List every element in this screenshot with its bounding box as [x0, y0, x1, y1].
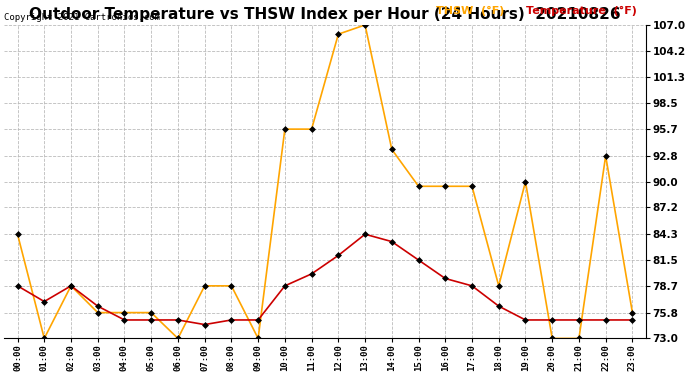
Text: Copyright 2021 Cartronics.com: Copyright 2021 Cartronics.com — [4, 13, 160, 22]
Temperature  (°F) — [361, 232, 369, 237]
THSW  (°F) — [388, 147, 396, 152]
THSW  (°F) — [548, 336, 556, 340]
THSW  (°F) — [147, 310, 155, 315]
Temperature  (°F) — [388, 239, 396, 244]
Temperature  (°F) — [201, 322, 209, 327]
Temperature  (°F) — [495, 304, 503, 308]
Title: Outdoor Temperature vs THSW Index per Hour (24 Hours)  20210826: Outdoor Temperature vs THSW Index per Ho… — [29, 8, 621, 22]
Temperature  (°F) — [308, 272, 316, 276]
Line: Temperature  (°F): Temperature (°F) — [15, 232, 635, 327]
Temperature  (°F) — [281, 284, 289, 288]
Temperature  (°F) — [147, 318, 155, 322]
Temperature  (°F) — [254, 318, 262, 322]
Temperature  (°F) — [174, 318, 182, 322]
THSW  (°F) — [575, 336, 583, 340]
THSW  (°F) — [201, 284, 209, 288]
THSW  (°F) — [40, 336, 48, 340]
Temperature  (°F) — [120, 318, 128, 322]
THSW  (°F) — [120, 310, 128, 315]
Temperature  (°F) — [575, 318, 583, 322]
THSW  (°F) — [522, 179, 530, 184]
Temperature  (°F) — [602, 318, 610, 322]
Temperature  (°F) — [94, 304, 102, 308]
THSW  (°F) — [495, 284, 503, 288]
THSW  (°F) — [13, 232, 21, 237]
THSW  (°F) — [174, 336, 182, 340]
THSW  (°F) — [254, 336, 262, 340]
Line: THSW  (°F): THSW (°F) — [15, 23, 635, 340]
Temperature  (°F) — [227, 318, 235, 322]
Temperature  (°F) — [629, 318, 637, 322]
THSW  (°F) — [361, 23, 369, 27]
THSW  (°F) — [67, 284, 75, 288]
THSW  (°F) — [629, 310, 637, 315]
Temperature  (°F) — [548, 318, 556, 322]
Temperature  (°F) — [468, 284, 476, 288]
Temperature  (°F) — [334, 253, 342, 258]
THSW  (°F) — [441, 184, 449, 189]
THSW  (°F) — [227, 284, 235, 288]
THSW  (°F) — [468, 184, 476, 189]
THSW  (°F) — [94, 310, 102, 315]
Temperature  (°F) — [13, 284, 21, 288]
Temperature  (°F) — [67, 284, 75, 288]
Temperature  (°F) — [522, 318, 530, 322]
THSW  (°F) — [308, 127, 316, 131]
THSW  (°F) — [281, 127, 289, 131]
THSW  (°F) — [415, 184, 423, 189]
Temperature  (°F) — [441, 276, 449, 281]
Temperature  (°F) — [40, 299, 48, 304]
THSW  (°F) — [602, 154, 610, 158]
THSW  (°F) — [334, 32, 342, 36]
Temperature  (°F) — [415, 258, 423, 262]
Legend: THSW  (°F), Temperature  (°F): THSW (°F), Temperature (°F) — [417, 2, 640, 20]
